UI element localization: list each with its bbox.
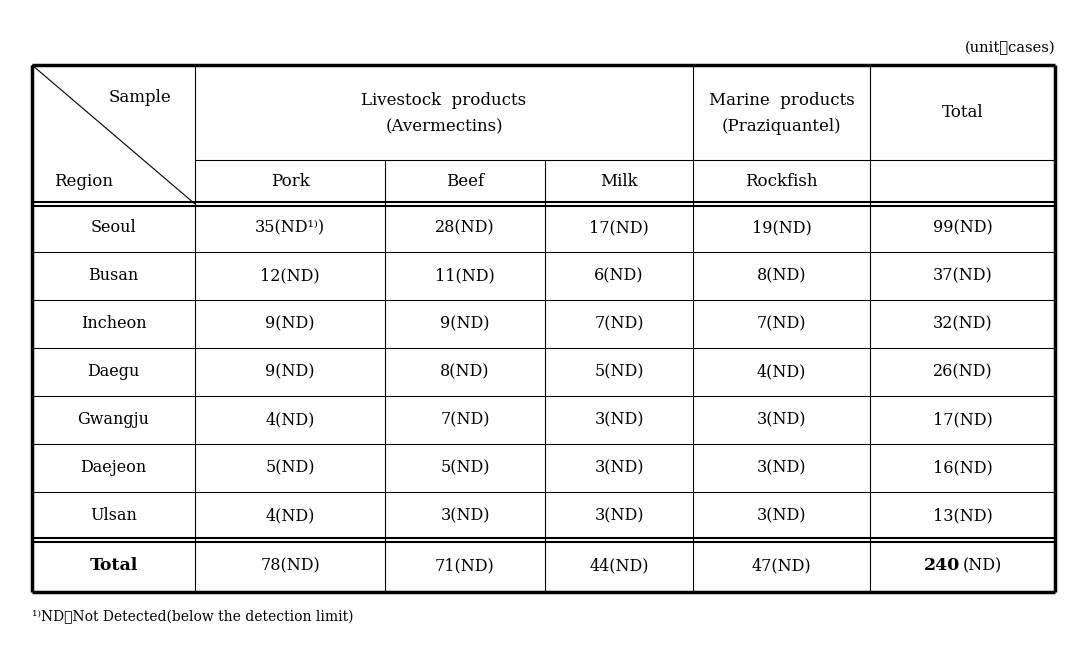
Text: 7(ND): 7(ND)	[756, 316, 806, 332]
Text: Marine  products: Marine products	[709, 92, 854, 109]
Text: Pork: Pork	[270, 174, 309, 190]
Text: 17(ND): 17(ND)	[589, 220, 649, 236]
Text: 26(ND): 26(ND)	[933, 364, 993, 380]
Text: Ulsan: Ulsan	[90, 507, 137, 525]
Text: 5(ND): 5(ND)	[265, 460, 315, 476]
Text: 240: 240	[924, 557, 960, 575]
Text: (ND): (ND)	[962, 557, 1001, 575]
Text: (Praziquantel): (Praziquantel)	[722, 118, 841, 135]
Text: Busan: Busan	[88, 268, 139, 284]
Text: Daegu: Daegu	[87, 364, 140, 380]
Text: 44(ND): 44(ND)	[589, 557, 649, 575]
Text: Gwangju: Gwangju	[77, 412, 150, 428]
Text: 8(ND): 8(ND)	[441, 364, 489, 380]
Text: 32(ND): 32(ND)	[933, 316, 993, 332]
Text: Livestock  products: Livestock products	[361, 92, 526, 109]
Text: 3(ND): 3(ND)	[756, 507, 806, 525]
Text: 47(ND): 47(ND)	[752, 557, 812, 575]
Text: 35(ND¹⁾): 35(ND¹⁾)	[255, 220, 326, 236]
Text: 3(ND): 3(ND)	[595, 460, 643, 476]
Text: Region: Region	[54, 174, 114, 190]
Text: 99(ND): 99(ND)	[933, 220, 993, 236]
Text: 17(ND): 17(ND)	[933, 412, 993, 428]
Text: Total: Total	[942, 104, 983, 121]
Text: Total: Total	[89, 557, 138, 575]
Text: Daejeon: Daejeon	[80, 460, 146, 476]
Text: Milk: Milk	[600, 174, 638, 190]
Text: (unit：cases): (unit：cases)	[965, 41, 1055, 55]
Text: Rockfish: Rockfish	[745, 174, 818, 190]
Text: (Avermectins): (Avermectins)	[385, 118, 502, 135]
Text: 3(ND): 3(ND)	[595, 507, 643, 525]
Text: 4(ND): 4(ND)	[266, 507, 315, 525]
Text: Seoul: Seoul	[91, 220, 137, 236]
Text: 9(ND): 9(ND)	[265, 316, 315, 332]
Text: 7(ND): 7(ND)	[441, 412, 489, 428]
Text: 12(ND): 12(ND)	[260, 268, 320, 284]
Text: 8(ND): 8(ND)	[756, 268, 806, 284]
Text: 11(ND): 11(ND)	[435, 268, 495, 284]
Text: 4(ND): 4(ND)	[757, 364, 806, 380]
Text: 13(ND): 13(ND)	[933, 507, 993, 525]
Text: 37(ND): 37(ND)	[933, 268, 993, 284]
Text: 5(ND): 5(ND)	[441, 460, 489, 476]
Text: 5(ND): 5(ND)	[595, 364, 643, 380]
Text: 7(ND): 7(ND)	[595, 316, 643, 332]
Text: 19(ND): 19(ND)	[752, 220, 812, 236]
Text: 78(ND): 78(ND)	[260, 557, 320, 575]
Text: Sample: Sample	[108, 89, 171, 105]
Text: Incheon: Incheon	[80, 316, 146, 332]
Text: 3(ND): 3(ND)	[441, 507, 489, 525]
Text: 4(ND): 4(ND)	[266, 412, 315, 428]
Text: 9(ND): 9(ND)	[441, 316, 489, 332]
Text: 6(ND): 6(ND)	[595, 268, 643, 284]
Text: 9(ND): 9(ND)	[265, 364, 315, 380]
Text: 16(ND): 16(ND)	[933, 460, 993, 476]
Text: Beef: Beef	[446, 174, 484, 190]
Text: 3(ND): 3(ND)	[756, 460, 806, 476]
Text: ¹⁾ND：Not Detected(below the detection limit): ¹⁾ND：Not Detected(below the detection li…	[31, 610, 354, 624]
Text: 3(ND): 3(ND)	[756, 412, 806, 428]
Text: 71(ND): 71(ND)	[435, 557, 495, 575]
Text: 28(ND): 28(ND)	[435, 220, 495, 236]
Text: 3(ND): 3(ND)	[595, 412, 643, 428]
